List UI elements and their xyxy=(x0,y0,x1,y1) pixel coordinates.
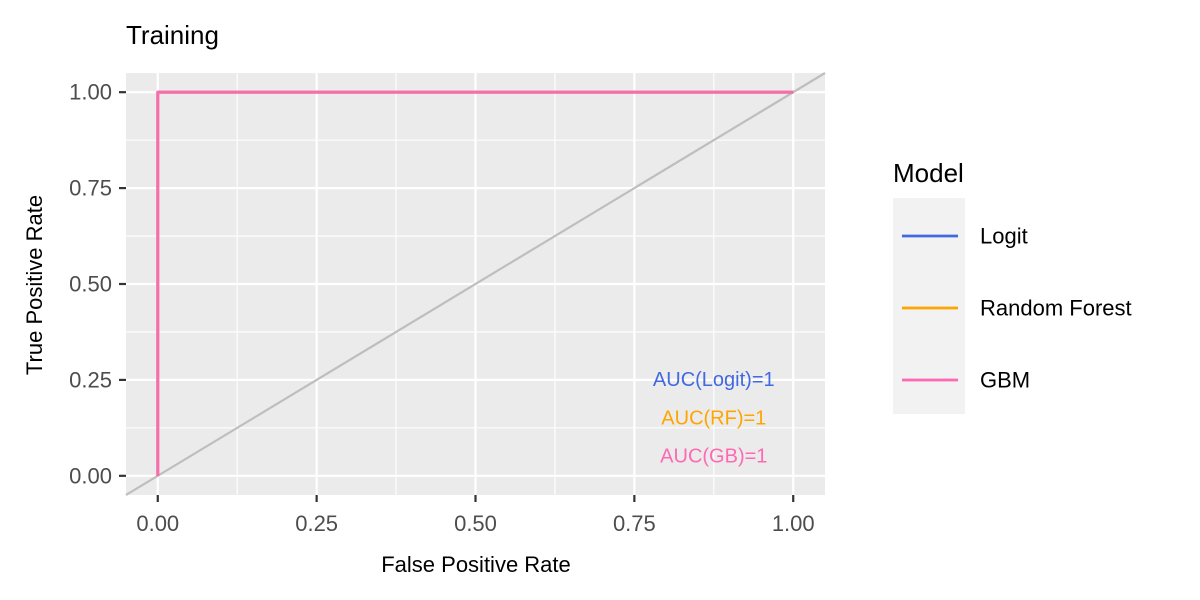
y-axis-title: True Positive Rate xyxy=(22,195,47,375)
auc-annotation-1: AUC(RF)=1 xyxy=(661,407,766,429)
roc-series xyxy=(156,90,794,476)
auc-annotation-0: AUC(Logit)=1 xyxy=(653,369,775,391)
x-tick-label: 0.00 xyxy=(136,511,179,536)
y-tick-label: 0.25 xyxy=(69,367,112,392)
legend-label-logit: Logit xyxy=(980,224,1028,249)
y-tick-label: 0.50 xyxy=(69,272,112,297)
chart-title: Training xyxy=(126,20,219,50)
legend-label-gbm: GBM xyxy=(980,368,1030,393)
y-tick-label: 0.75 xyxy=(69,176,112,201)
reference-diagonal xyxy=(125,72,826,496)
x-tick-label: 1.00 xyxy=(772,511,815,536)
x-tick-label: 0.50 xyxy=(454,511,497,536)
series-line-gbm xyxy=(156,90,794,476)
legend-title: Model xyxy=(893,158,964,188)
diagonal-line xyxy=(125,72,826,496)
y-tick-label: 1.00 xyxy=(69,80,112,105)
legend: Model Logit Random Forest GBM xyxy=(893,158,1132,414)
legend-key-background xyxy=(893,198,965,414)
x-axis: 0.00 0.25 0.50 0.75 1.00 xyxy=(136,495,815,536)
x-tick-label: 0.25 xyxy=(295,511,338,536)
auc-annotations: AUC(Logit)=1 AUC(RF)=1 AUC(GB)=1 xyxy=(653,369,775,468)
x-tick-label: 0.75 xyxy=(613,511,656,536)
auc-annotation-2: AUC(GB)=1 xyxy=(660,446,767,468)
y-tick-label: 0.00 xyxy=(69,463,112,488)
x-axis-title: False Positive Rate xyxy=(381,552,571,577)
y-axis: 0.00 0.25 0.50 0.75 1.00 xyxy=(69,80,126,488)
legend-label-random-forest: Random Forest xyxy=(980,296,1132,321)
